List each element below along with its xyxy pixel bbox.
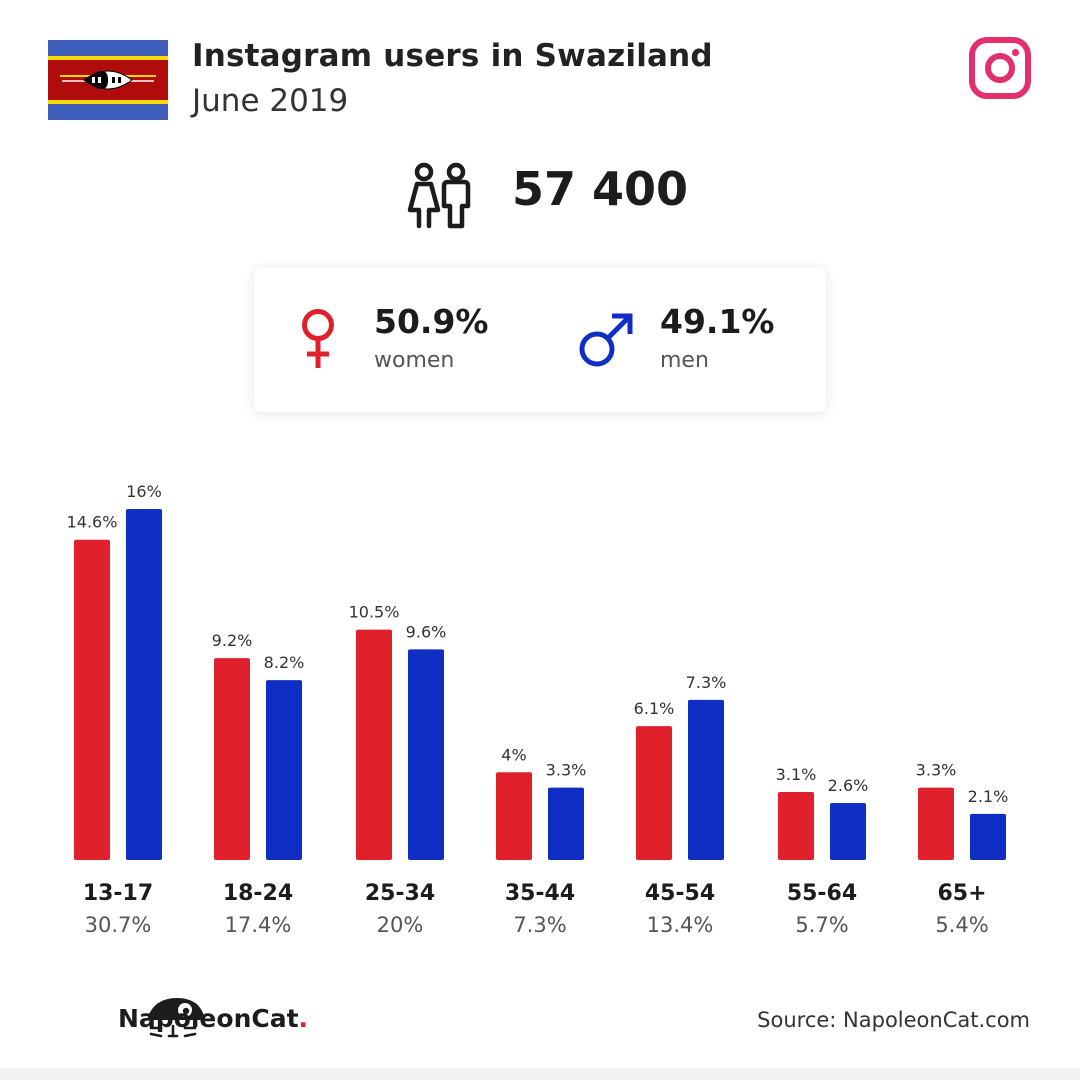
bar-women-45-54 — [636, 726, 672, 860]
data-label-men-45-54: 7.3% — [686, 673, 727, 692]
bar-women-13-17 — [74, 539, 110, 860]
swaziland-flag-icon — [48, 40, 168, 120]
gender-split-card: 50.9% women 49.1% men — [254, 268, 826, 412]
data-label-women-65+: 3.3% — [916, 761, 957, 780]
data-label-men-65+: 2.1% — [968, 787, 1009, 806]
women-label: women — [374, 348, 455, 373]
data-label-women-45-54: 6.1% — [634, 699, 675, 718]
data-label-women-25-34: 10.5% — [349, 603, 400, 622]
data-label-women-13-17: 14.6% — [67, 513, 118, 532]
age-gender-bar-chart: 14.6% 16% 13-17 30.7% 9.2% 8.2% 18-24 17.4% 10.5… — [67, 482, 1009, 937]
bar-men-65+ — [970, 813, 1006, 860]
bar-women-25-34 — [356, 629, 392, 860]
data-label-women-35-44: 4% — [501, 745, 526, 764]
bottom-band — [0, 1068, 1080, 1080]
brand-name: NapoleonCat. — [118, 1004, 309, 1033]
men-label: men — [660, 348, 709, 373]
category-label: 65+ — [937, 881, 986, 906]
men-percentage: 49.1% — [660, 302, 775, 341]
data-label-men-55-64: 2.6% — [828, 776, 869, 795]
category-total-label: 5.7% — [795, 913, 848, 937]
page-subtitle: June 2019 — [192, 83, 349, 119]
category-label: 55-64 — [787, 881, 857, 906]
bar-women-55-64 — [778, 791, 814, 860]
female-symbol-icon — [302, 309, 334, 368]
data-label-men-35-44: 3.3% — [546, 761, 587, 780]
male-symbol-icon — [579, 313, 633, 367]
category-total-label: 13.4% — [647, 913, 714, 937]
women-percentage: 50.9% — [374, 302, 489, 341]
brand-dot: . — [298, 1004, 309, 1033]
bar-men-13-17 — [126, 509, 162, 860]
bar-women-65+ — [918, 787, 954, 860]
bar-women-35-44 — [496, 772, 532, 860]
users-icon — [407, 162, 471, 229]
category-label: 35-44 — [505, 881, 575, 906]
category-total-label: 5.4% — [935, 913, 988, 937]
data-label-men-18-24: 8.2% — [264, 653, 305, 672]
bar-men-45-54 — [688, 699, 724, 860]
category-label: 45-54 — [645, 881, 715, 906]
category-label: 13-17 — [83, 881, 153, 906]
category-label: 25-34 — [365, 881, 435, 906]
data-label-women-55-64: 3.1% — [776, 765, 817, 784]
bar-men-35-44 — [548, 787, 584, 860]
source-credit: Source: NapoleonCat.com — [757, 1008, 1030, 1032]
category-total-label: 17.4% — [225, 913, 292, 937]
category-total-label: 30.7% — [85, 913, 152, 937]
total-users-value: 57 400 — [512, 162, 689, 216]
bar-men-25-34 — [408, 649, 444, 860]
data-label-men-25-34: 9.6% — [406, 622, 447, 641]
page-title: Instagram users in Swaziland — [192, 38, 713, 74]
data-label-women-18-24: 9.2% — [212, 631, 253, 650]
category-label: 18-24 — [223, 881, 293, 906]
bar-men-55-64 — [830, 802, 866, 860]
category-total-label: 20% — [377, 913, 424, 937]
instagram-icon — [969, 37, 1031, 99]
napoleoncat-logo-icon — [147, 998, 205, 1038]
bar-men-18-24 — [266, 680, 302, 860]
bar-women-18-24 — [214, 658, 250, 860]
data-label-men-13-17: 16% — [126, 482, 162, 501]
category-total-label: 7.3% — [513, 913, 566, 937]
